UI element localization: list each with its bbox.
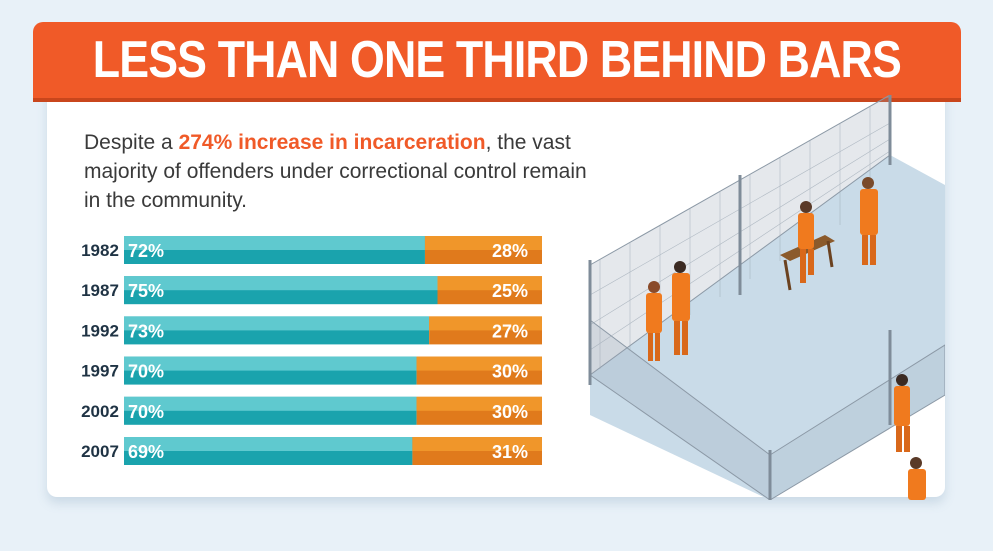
bar-community-highlight-2002 (124, 396, 417, 411)
data-label-community-1992: 73% (128, 321, 164, 341)
prisoner-1 (646, 281, 662, 361)
bar-incarcerated-highlight-2007 (412, 437, 542, 451)
year-label-1982: 1982 (81, 241, 119, 260)
data-label-community-1982: 72% (128, 241, 164, 261)
data-label-community-1997: 70% (128, 362, 164, 382)
data-label-incarcerated-1992: 27% (492, 321, 528, 341)
year-label-1992: 1992 (81, 321, 119, 340)
prisoner-figures (646, 177, 926, 500)
bar-incarcerated-highlight-1997 (416, 356, 542, 371)
intro-highlight: 274% increase in incarceration (178, 131, 486, 154)
year-label-1987: 1987 (81, 281, 119, 300)
data-label-community-2002: 70% (128, 402, 164, 422)
intro-suffix: , the vast majority of offenders under c… (84, 131, 587, 212)
bar-incarcerated-highlight-1982 (424, 236, 542, 250)
bar-incarcerated-highlight-1987 (437, 276, 542, 291)
page-title: LESS THAN ONE THIRD BEHIND BARS (92, 31, 902, 89)
data-label-community-1987: 75% (128, 281, 164, 301)
data-label-incarcerated-2002: 30% (492, 402, 528, 422)
data-label-incarcerated-1987: 25% (492, 281, 528, 301)
prisoner-2 (672, 261, 690, 355)
data-label-incarcerated-2007: 31% (492, 442, 528, 462)
prisoner-3 (798, 201, 814, 283)
bar-incarcerated-highlight-1992 (429, 316, 542, 331)
bar-community-highlight-1992 (124, 316, 430, 331)
intro-text: Despite a 274% increase in incarceration… (84, 128, 604, 215)
year-label-1997: 1997 (81, 362, 119, 381)
bar-community-highlight-1982 (124, 236, 425, 250)
year-label-2007: 2007 (81, 442, 119, 461)
bar-community-highlight-1987 (124, 276, 438, 291)
fence-posts (588, 95, 892, 500)
prisoner-4 (860, 177, 878, 265)
data-label-incarcerated-1997: 30% (492, 362, 528, 382)
title-banner: LESS THAN ONE THIRD BEHIND BARS (33, 22, 961, 98)
prison-yard-illustration (588, 95, 945, 500)
bar-incarcerated-highlight-2002 (416, 396, 542, 411)
data-label-incarcerated-1982: 28% (492, 241, 528, 261)
stacked-bar-chart: 1982 72% 28% 1987 75% 25% 1992 73% 27% 1997 70% 30%… (81, 236, 542, 465)
data-label-community-2007: 69% (128, 442, 164, 462)
yard-floor (590, 155, 945, 500)
bar-community-highlight-2007 (124, 437, 413, 451)
prisoner-6 (908, 457, 926, 500)
prisoner-5 (894, 374, 910, 452)
intro-prefix: Despite a (84, 131, 179, 154)
bar-community-highlight-1997 (124, 356, 417, 371)
year-label-2002: 2002 (81, 402, 119, 421)
